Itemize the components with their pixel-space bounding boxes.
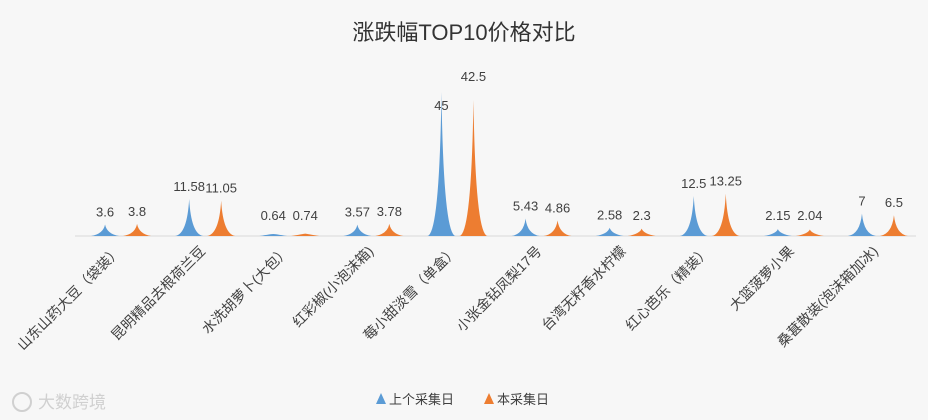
category-label-2: 水洗胡萝卜(大包） — [199, 243, 293, 337]
legend-marker-series-0 — [376, 393, 386, 404]
category-label-3: 红彩椒(小泡沫箱) — [289, 243, 376, 330]
category-label-1: 昆明精品去根荷兰豆 — [108, 243, 208, 343]
spike-series-1-9 — [879, 215, 908, 236]
legend-label-series-1: 本采集日 — [497, 392, 549, 407]
value-labels: 3.6 3.8 11.58 11.05 0.64 0.74 3.57 3.78 45 42.5 5.… — [96, 69, 903, 223]
spike-series-0-1 — [175, 198, 204, 236]
spike-series-0-5 — [511, 218, 540, 236]
spike-series-1-7 — [711, 193, 740, 236]
value-label-series-0-4: 45 — [434, 98, 448, 113]
value-label-series-1-6: 2.3 — [633, 208, 651, 223]
spike-series-1-6 — [627, 228, 656, 236]
category-label-5: 小张金钻凤梨17号 — [453, 243, 545, 335]
category-labels: 山东山药大豆（袋装）昆明精品去根荷兰豆水洗胡萝卜(大包）红彩椒(小泡沫箱)莓小甜… — [14, 243, 881, 353]
category-label-4: 莓小甜淡雪（单盒） — [360, 243, 460, 343]
spike-series-1-2 — [291, 233, 320, 236]
value-label-series-0-5: 5.43 — [513, 199, 538, 214]
value-label-series-0-0: 3.6 — [96, 204, 114, 219]
value-label-series-1-5: 4.86 — [545, 200, 570, 215]
spike-series-0-9 — [847, 213, 876, 236]
value-label-series-1-4: 42.5 — [461, 69, 486, 84]
spike-series-0-4 — [427, 92, 456, 236]
spike-series-1-5 — [543, 220, 572, 236]
category-label-7: 红心芭乐（精装） — [622, 243, 713, 334]
value-label-series-0-6: 2.58 — [597, 208, 622, 223]
watermark-logo-icon — [12, 392, 32, 412]
value-label-series-1-8: 2.04 — [797, 208, 822, 223]
spike-series-0-7 — [679, 196, 708, 236]
spike-series-0-6 — [595, 227, 624, 236]
category-label-6: 台湾无籽香水柠檬 — [538, 243, 629, 334]
value-label-series-1-1: 11.05 — [205, 181, 237, 196]
value-label-series-0-2: 0.64 — [261, 208, 286, 223]
spike-series-1-1 — [207, 200, 236, 236]
legend-label-series-0: 上个采集日 — [389, 392, 454, 407]
spike-series-1-4 — [459, 100, 488, 236]
category-label-8: 大篮菠萝小果 — [726, 243, 797, 314]
value-label-series-1-3: 3.78 — [377, 204, 402, 219]
spike-series-0-0 — [91, 224, 120, 236]
spike-series-1-0 — [123, 223, 152, 236]
spike-series-1-8 — [795, 229, 824, 236]
value-label-series-1-7: 13.25 — [709, 174, 742, 189]
spike-series-0-8 — [763, 229, 792, 236]
watermark: 大数跨境 — [12, 392, 106, 412]
spike-series-1-3 — [375, 223, 404, 236]
category-label-0: 山东山药大豆（袋装） — [14, 243, 124, 353]
chart-title: 涨跌幅TOP10价格对比 — [352, 20, 575, 45]
spike-series-0-2 — [259, 233, 288, 236]
value-label-series-1-2: 0.74 — [293, 208, 318, 223]
value-label-series-0-3: 3.57 — [345, 205, 370, 220]
chart-marks — [91, 92, 908, 236]
value-label-series-0-7: 12.5 — [681, 176, 706, 191]
watermark-text: 大数跨境 — [38, 393, 106, 412]
legend: 上个采集日 本采集日 — [376, 392, 549, 407]
value-label-series-1-0: 3.8 — [128, 204, 146, 219]
value-label-series-0-9: 7 — [858, 194, 865, 209]
spike-series-0-3 — [343, 224, 372, 236]
value-label-series-0-1: 11.58 — [173, 179, 205, 194]
value-label-series-0-8: 2.15 — [765, 208, 790, 223]
legend-marker-series-1 — [484, 393, 494, 404]
value-label-series-1-9: 6.5 — [885, 195, 903, 210]
